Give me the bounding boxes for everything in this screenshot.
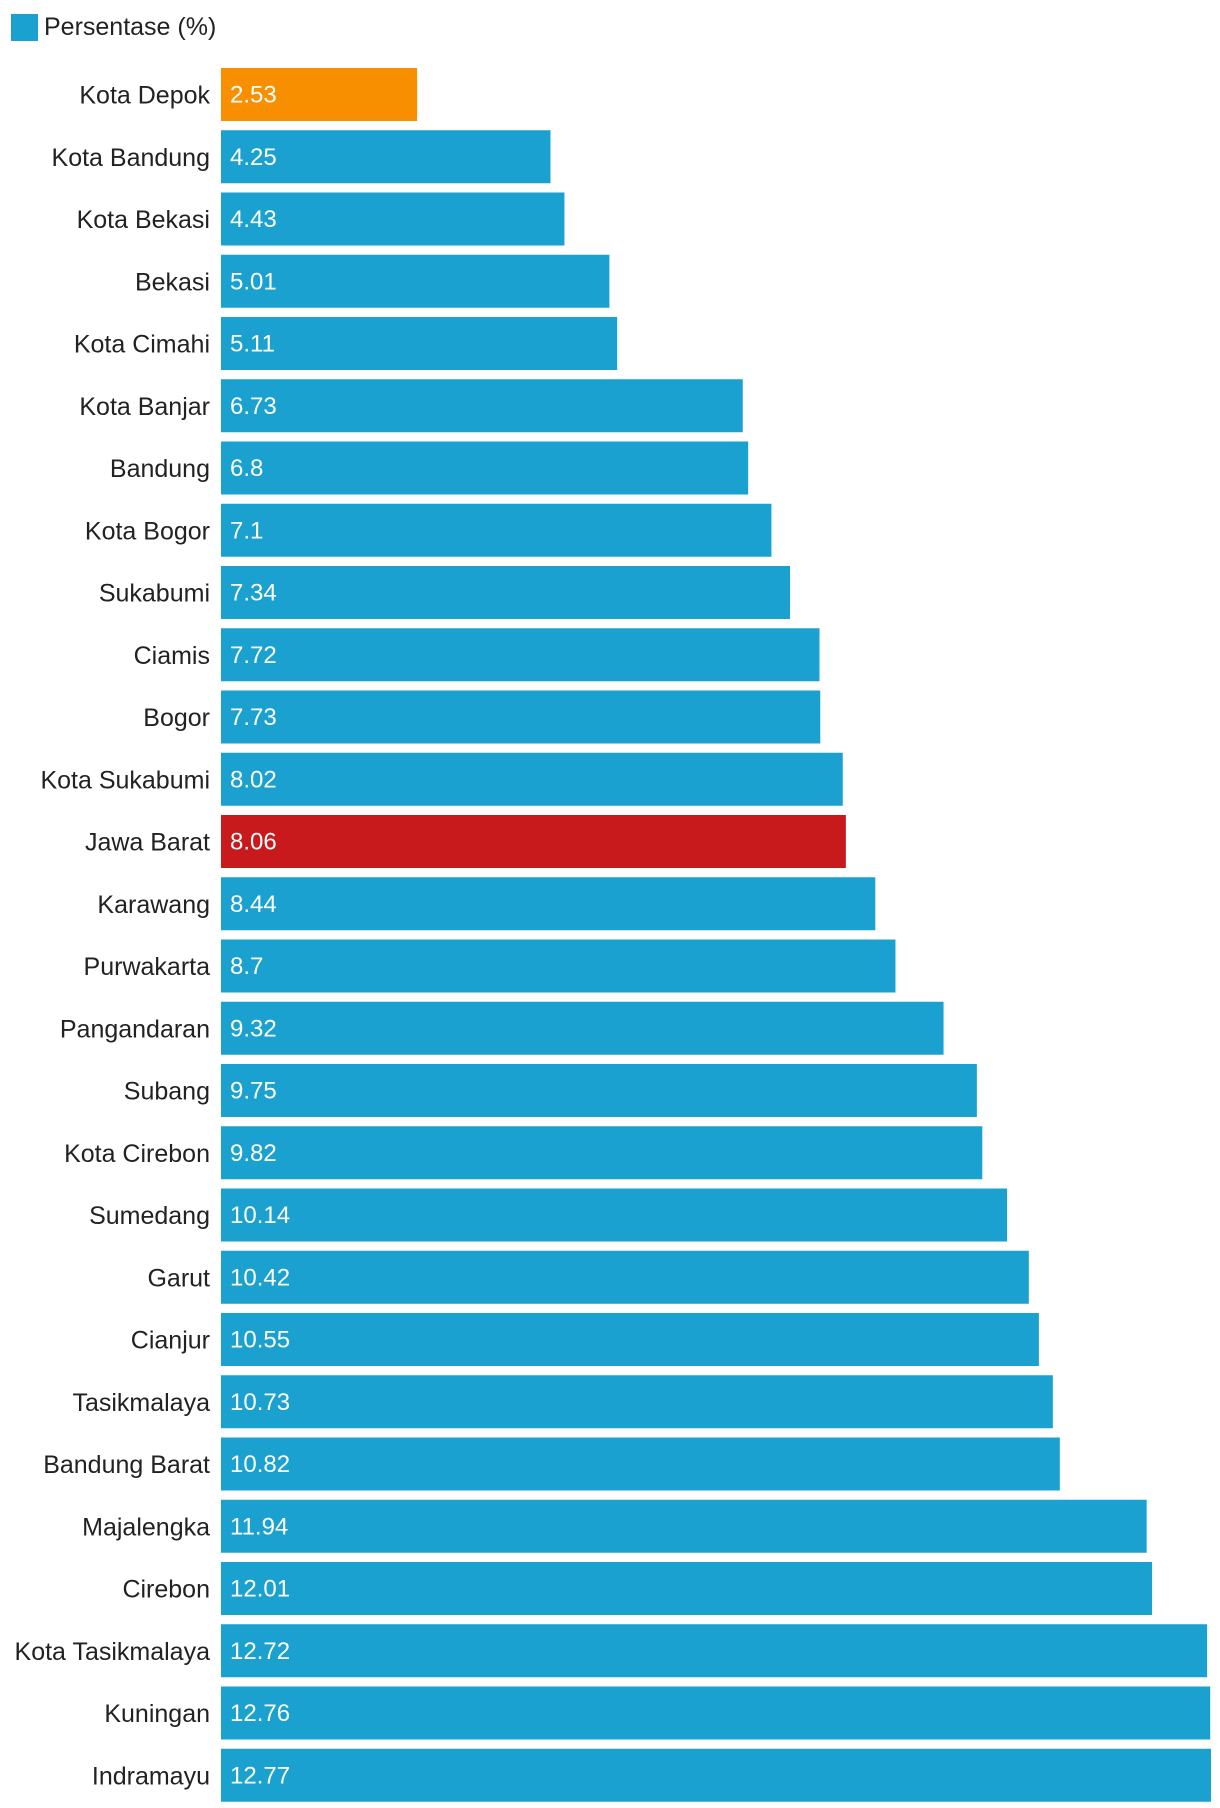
bar-jawa-barat: [221, 815, 846, 868]
category-label-ciamis: Ciamis: [134, 642, 210, 670]
value-label-cirebon: 12.01: [230, 1576, 290, 1603]
category-label-kota-banjar: Kota Banjar: [79, 393, 210, 421]
category-label-pangandaran: Pangandaran: [60, 1015, 210, 1043]
bar-kota-banjar: [221, 379, 743, 433]
value-label-ciamis: 7.72: [230, 642, 277, 669]
value-label-kota-cimahi: 5.11: [230, 331, 275, 358]
value-label-kota-bandung: 4.25: [230, 144, 277, 171]
bars-group: Kota Depok 2.53 Kota Bandung 4.25 Kota Bekas…: [15, 68, 1211, 1802]
bar-bekasi: [221, 254, 610, 308]
bar-karawang: [221, 877, 876, 931]
bar-subang: [221, 1064, 977, 1117]
value-label-subang: 9.75: [230, 1078, 277, 1105]
category-label-bekasi: Bekasi: [135, 268, 210, 296]
category-label-bogor: Bogor: [143, 704, 210, 732]
bar-pangandaran: [221, 1001, 944, 1055]
value-label-pangandaran: 9.32: [230, 1015, 277, 1042]
bar-kuningan: [221, 1686, 1211, 1740]
category-label-kota-cirebon: Kota Cirebon: [64, 1140, 210, 1168]
legend: Persentase (%): [11, 13, 216, 41]
value-label-bandung-barat: 10.82: [230, 1451, 290, 1478]
bar-kota-tasikmalaya: [221, 1624, 1208, 1678]
bar-kota-cirebon: [221, 1126, 983, 1180]
bar-kota-bandung: [221, 130, 551, 184]
category-label-karawang: Karawang: [97, 891, 210, 919]
value-label-garut: 10.42: [230, 1264, 290, 1291]
value-label-majalengka: 11.94: [230, 1513, 288, 1540]
category-label-kota-tasikmalaya: Kota Tasikmalaya: [15, 1638, 211, 1666]
category-label-cianjur: Cianjur: [131, 1327, 210, 1355]
bar-kota-bogor: [221, 503, 772, 557]
value-label-kota-depok: 2.53: [230, 82, 277, 109]
bar-kota-depok: [221, 68, 418, 121]
category-label-bandung: Bandung: [110, 455, 210, 483]
category-label-kota-depok: Kota Depok: [79, 82, 210, 110]
value-label-jawa-barat: 8.06: [230, 829, 277, 856]
bar-purwakarta: [221, 939, 896, 993]
category-label-majalengka: Majalengka: [82, 1513, 210, 1541]
category-label-tasikmalaya: Tasikmalaya: [72, 1389, 210, 1417]
legend-label: Persentase (%): [44, 13, 216, 41]
category-label-jawa-barat: Jawa Barat: [85, 829, 210, 857]
value-label-sukabumi: 7.34: [230, 580, 277, 607]
bar-kota-bekasi: [221, 192, 565, 246]
value-label-bogor: 7.73: [230, 704, 277, 731]
value-label-kota-bogor: 7.1: [230, 517, 263, 544]
value-label-kota-cirebon: 9.82: [230, 1140, 277, 1167]
value-label-tasikmalaya: 10.73: [230, 1389, 290, 1416]
bar-kota-sukabumi: [221, 752, 843, 806]
category-label-bandung-barat: Bandung Barat: [43, 1451, 210, 1479]
bar-majalengka: [221, 1499, 1147, 1553]
category-label-kota-bekasi: Kota Bekasi: [77, 206, 210, 234]
value-label-karawang: 8.44: [230, 891, 277, 918]
bar-cirebon: [221, 1562, 1153, 1615]
value-label-purwakarta: 8.7: [230, 953, 263, 980]
category-label-purwakarta: Purwakarta: [84, 953, 211, 981]
bar-garut: [221, 1250, 1029, 1304]
category-label-indramayu: Indramayu: [92, 1762, 210, 1790]
bar-kota-cimahi: [221, 317, 618, 370]
legend-swatch: [11, 14, 38, 41]
bar-ciamis: [221, 628, 820, 682]
category-label-kota-bogor: Kota Bogor: [85, 517, 210, 545]
category-label-garut: Garut: [147, 1264, 210, 1292]
category-label-kota-cimahi: Kota Cimahi: [74, 331, 210, 359]
category-label-kuningan: Kuningan: [104, 1700, 210, 1728]
value-label-indramayu: 12.77: [230, 1762, 290, 1789]
bar-tasikmalaya: [221, 1375, 1053, 1429]
category-label-kota-sukabumi: Kota Sukabumi: [40, 766, 210, 794]
bar-bandung: [221, 441, 749, 495]
value-label-cianjur: 10.55: [230, 1327, 290, 1354]
value-label-bandung: 6.8: [230, 455, 263, 482]
value-label-kota-bekasi: 4.43: [230, 206, 277, 233]
bar-indramayu: [221, 1748, 1211, 1802]
category-label-sumedang: Sumedang: [89, 1202, 210, 1230]
value-label-bekasi: 5.01: [230, 268, 277, 295]
value-label-kuningan: 12.76: [230, 1700, 290, 1727]
category-label-sukabumi: Sukabumi: [99, 580, 210, 608]
category-label-cirebon: Cirebon: [122, 1576, 210, 1604]
bar-sukabumi: [221, 566, 791, 619]
bar-sumedang: [221, 1188, 1008, 1242]
bar-cianjur: [221, 1313, 1039, 1366]
value-label-kota-banjar: 6.73: [230, 393, 277, 420]
value-label-kota-tasikmalaya: 12.72: [230, 1638, 290, 1665]
bar-bogor: [221, 690, 821, 744]
category-label-kota-bandung: Kota Bandung: [52, 144, 210, 172]
category-label-subang: Subang: [124, 1078, 210, 1106]
bar-bandung-barat: [221, 1437, 1060, 1491]
value-label-sumedang: 10.14: [230, 1202, 290, 1229]
value-label-kota-sukabumi: 8.02: [230, 766, 277, 793]
